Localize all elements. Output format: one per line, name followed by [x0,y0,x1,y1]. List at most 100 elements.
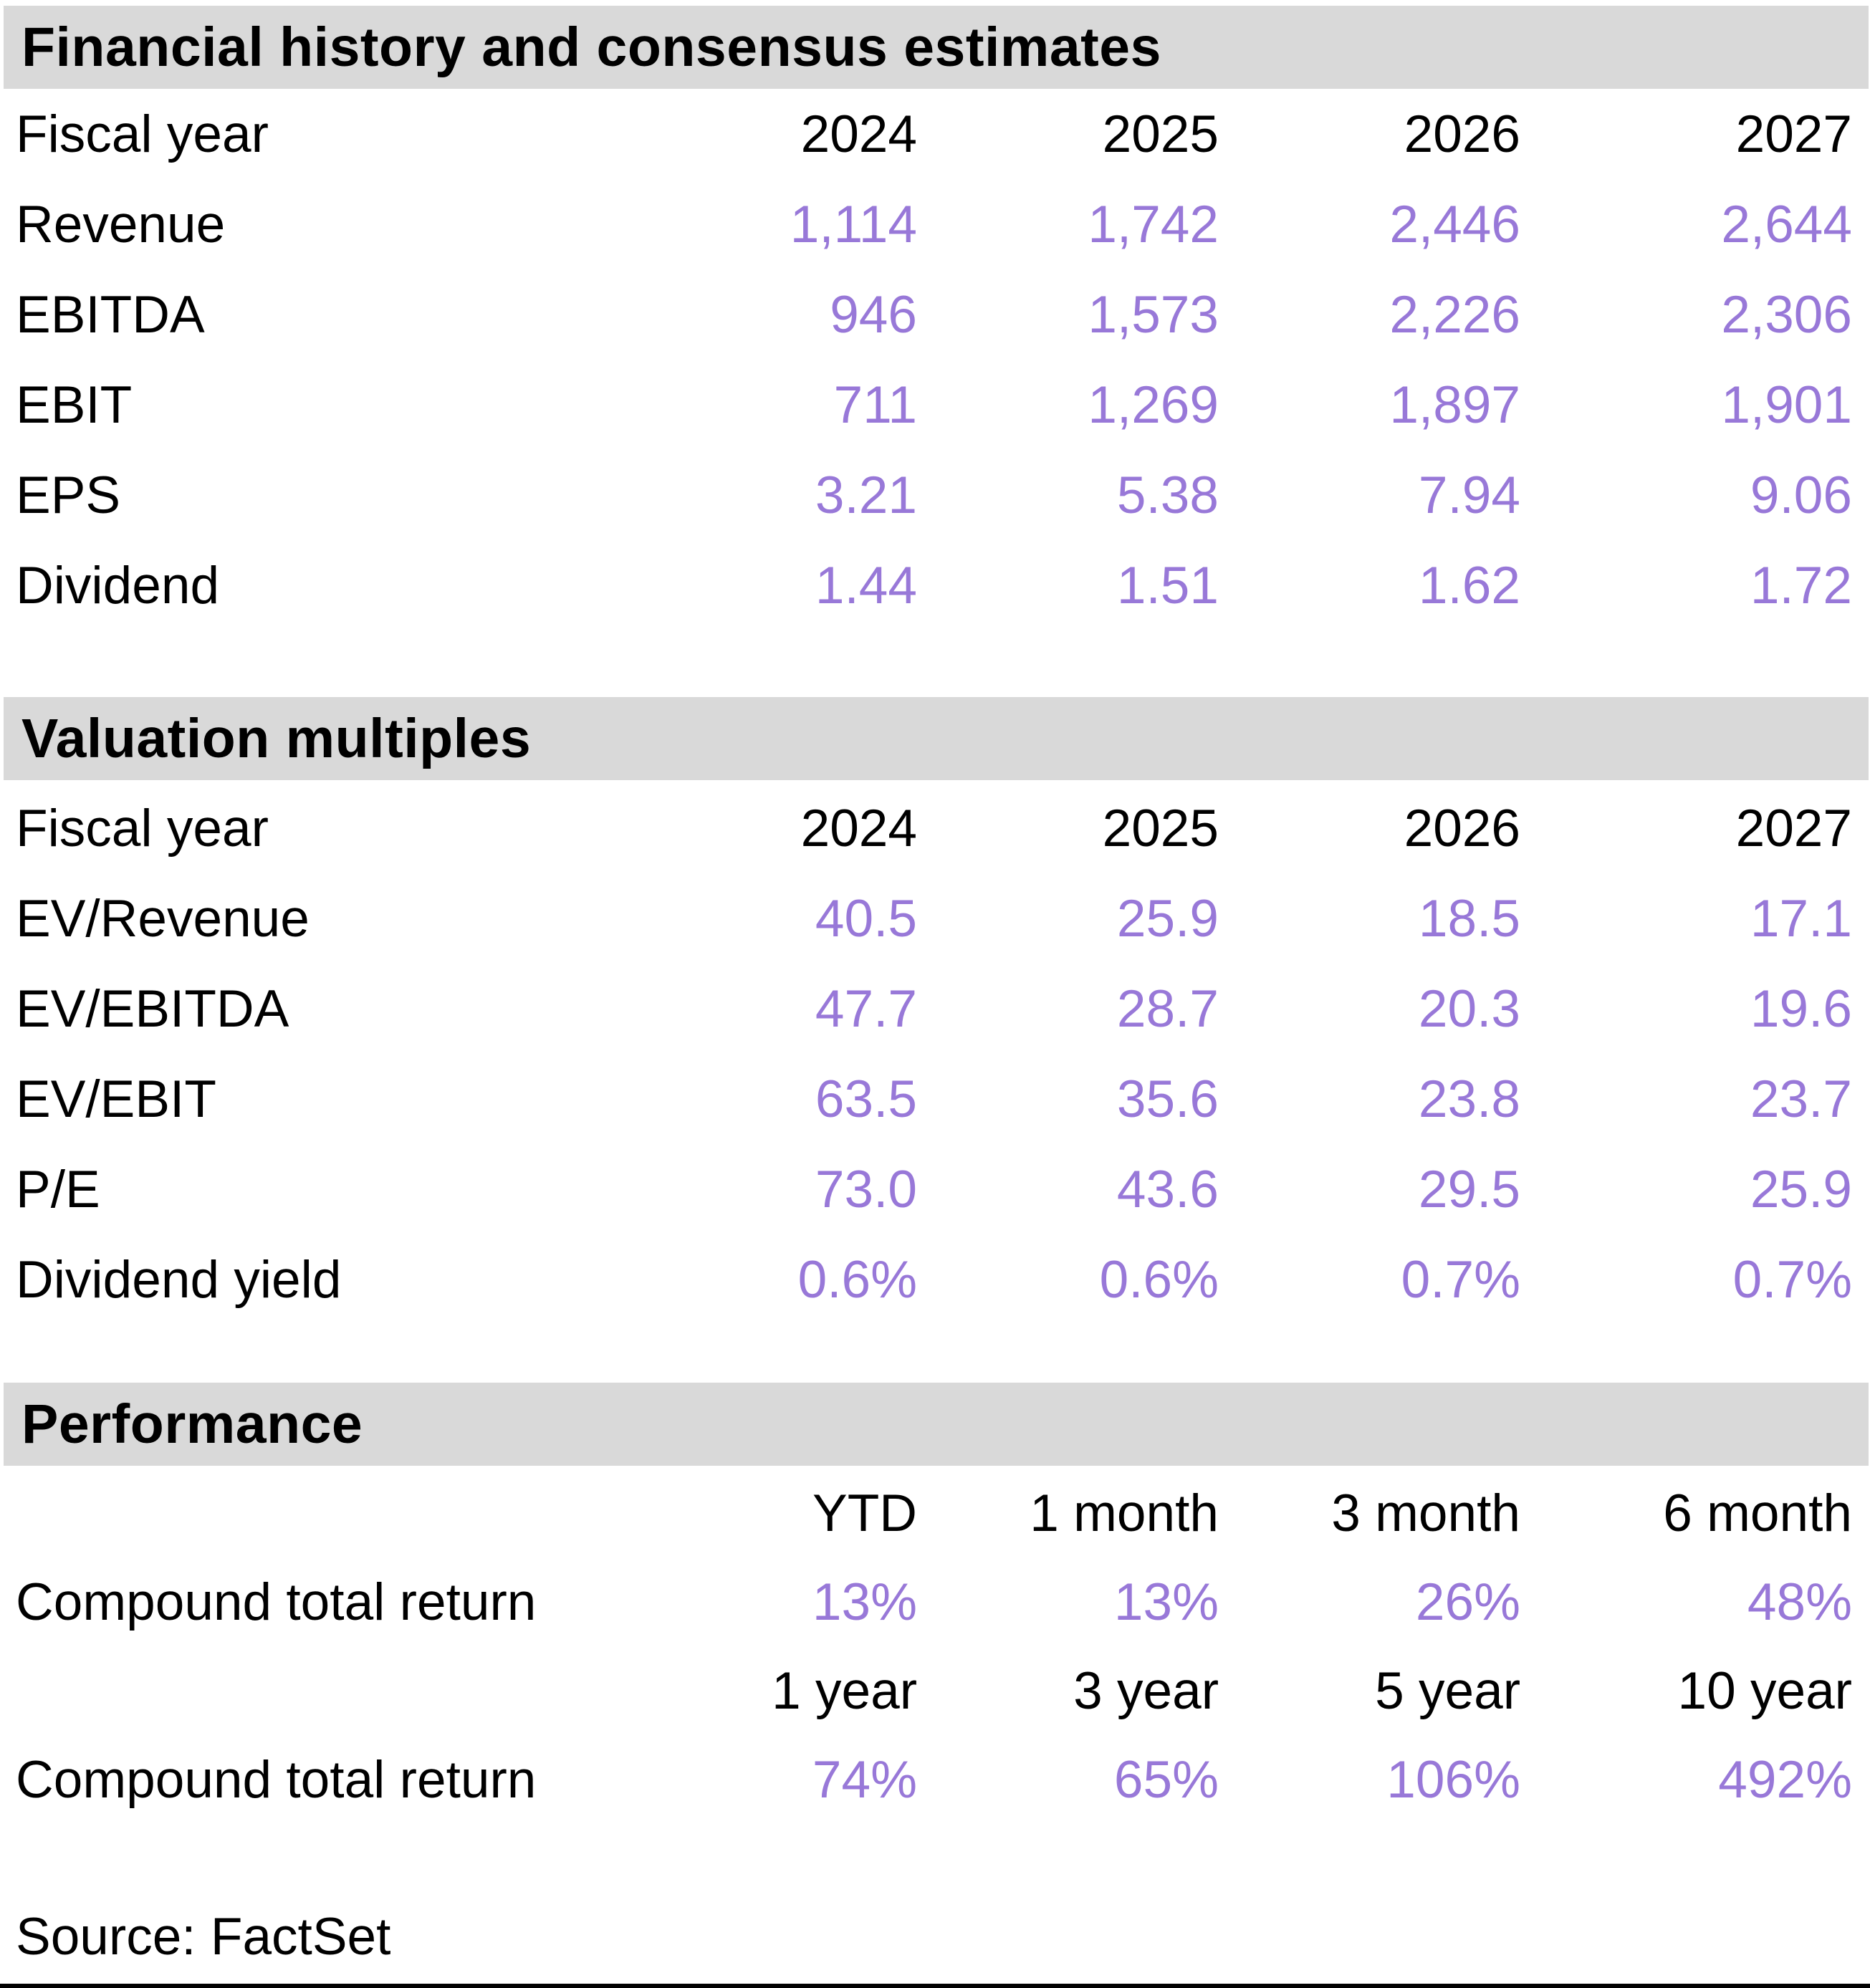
table-row-pe: P/E 73.0 43.6 29.5 25.9 [0,1144,1870,1234]
section-header-financial-history: Financial history and consensus estimate… [4,6,1869,89]
cell-value: 17.1 [1750,889,1852,948]
cell-value: 43.6 [1116,1160,1219,1219]
period-column-header: 3 month [1331,1484,1520,1542]
financial-history-table: Fiscal year 2024 2025 2026 2027 Revenue … [0,89,1870,630]
table-row-ebitda: EBITDA 946 1,573 2,226 2,306 [0,269,1870,360]
table-row-revenue: Revenue 1,114 1,742 2,446 2,644 [0,179,1870,269]
cell-value: 29.5 [1418,1160,1520,1219]
cell-value: 19.6 [1750,979,1852,1038]
cell-value: 0.6% [1099,1250,1219,1309]
period-column-header: 6 month [1663,1484,1852,1542]
cell-value: 13% [812,1572,917,1631]
table-row-dividend-yield: Dividend yield 0.6% 0.6% 0.7% 0.7% [0,1234,1870,1325]
table-header-row: Fiscal year 2024 2025 2026 2027 [0,783,1870,873]
cell-value: 9.06 [1750,466,1852,524]
cell-value: 2,644 [1721,195,1852,254]
cell-value: 7.94 [1418,466,1520,524]
cell-value: 25.9 [1750,1160,1852,1219]
section-title: Performance [21,1393,363,1455]
row-label: Dividend [16,556,220,615]
period-column-header: YTD [812,1484,917,1542]
period-column-header: 3 year [1073,1661,1219,1720]
cell-value: 1.51 [1116,556,1219,615]
cell-value: 1,573 [1088,285,1219,344]
period-column-header: 1 year [772,1661,917,1720]
section-title: Financial history and consensus estimate… [21,16,1161,78]
table-header-row-long-periods: 1 year 3 year 5 year 10 year [0,1646,1870,1735]
cell-value: 0.7% [1732,1250,1852,1309]
row-label: Fiscal year [16,799,269,858]
table-row-dividend: Dividend 1.44 1.51 1.62 1.72 [0,540,1870,630]
table-row-ebit: EBIT 711 1,269 1,897 1,901 [0,360,1870,450]
year-column-header: 2026 [1404,799,1520,858]
cell-value: 3.21 [815,466,917,524]
cell-value: 1.72 [1750,556,1852,615]
section-header-performance: Performance [4,1383,1869,1466]
row-label: EV/Revenue [16,889,310,948]
cell-value: 73.0 [815,1160,917,1219]
table-row-compound-total-return-short: Compound total return 13% 13% 26% 48% [0,1557,1870,1646]
year-column-header: 2025 [1102,105,1219,163]
source-attribution: Source: FactSet [0,1891,1870,1982]
cell-value: 1.44 [815,556,917,615]
cell-value: 40.5 [815,889,917,948]
cell-value: 2,306 [1721,285,1852,344]
cell-value: 63.5 [815,1070,917,1128]
cell-value: 1,897 [1389,375,1520,434]
cell-value: 20.3 [1418,979,1520,1038]
year-column-header: 2027 [1735,799,1852,858]
year-column-header: 2025 [1102,799,1219,858]
row-label: Revenue [16,195,226,254]
valuation-multiples-table: Fiscal year 2024 2025 2026 2027 EV/Reven… [0,783,1870,1325]
cell-value: 1,742 [1088,195,1219,254]
row-label: Compound total return [16,1750,537,1809]
row-label: EBIT [16,375,133,434]
cell-value: 1.62 [1418,556,1520,615]
cell-value: 1,269 [1088,375,1219,434]
year-column-header: 2027 [1735,105,1852,163]
cell-value: 65% [1113,1750,1219,1809]
cell-value: 48% [1747,1572,1852,1631]
table-row-ev-ebitda: EV/EBITDA 47.7 28.7 20.3 19.6 [0,964,1870,1054]
cell-value: 47.7 [815,979,917,1038]
period-column-header: 1 month [1030,1484,1219,1542]
cell-value: 74% [812,1750,917,1809]
table-row-ev-ebit: EV/EBIT 63.5 35.6 23.8 23.7 [0,1054,1870,1144]
row-label: Compound total return [16,1572,537,1631]
section-title: Valuation multiples [21,707,532,769]
cell-value: 35.6 [1116,1070,1219,1128]
cell-value: 5.38 [1116,466,1219,524]
year-column-header: 2026 [1404,105,1520,163]
cell-value: 1,901 [1721,375,1852,434]
cell-value: 106% [1386,1750,1520,1809]
cell-value: 1,114 [790,195,917,254]
cell-value: 2,446 [1389,195,1520,254]
table-row-eps: EPS 3.21 5.38 7.94 9.06 [0,450,1870,540]
table-header-row-short-periods: YTD 1 month 3 month 6 month [0,1469,1870,1557]
cell-value: 18.5 [1418,889,1520,948]
source-text: Source: FactSet [16,1907,391,1966]
year-column-header: 2024 [800,105,917,163]
cell-value: 28.7 [1116,979,1219,1038]
performance-table: YTD 1 month 3 month 6 month Compound tot… [0,1469,1870,1824]
section-header-valuation-multiples: Valuation multiples [4,697,1869,780]
row-label: P/E [16,1160,100,1219]
cell-value: 23.7 [1750,1070,1852,1128]
table-row-ev-revenue: EV/Revenue 40.5 25.9 18.5 17.1 [0,873,1870,964]
row-label: EPS [16,466,121,524]
bottom-divider-line [0,1984,1870,1988]
table-row-compound-total-return-long: Compound total return 74% 65% 106% 492% [0,1735,1870,1824]
period-column-header: 5 year [1375,1661,1520,1720]
cell-value: 23.8 [1418,1070,1520,1128]
row-label: Dividend yield [16,1250,342,1309]
cell-value: 492% [1718,1750,1852,1809]
table-header-row: Fiscal year 2024 2025 2026 2027 [0,89,1870,179]
row-label: EV/EBITDA [16,979,289,1038]
cell-value: 26% [1415,1572,1520,1631]
row-label: Fiscal year [16,105,269,163]
cell-value: 946 [830,285,917,344]
row-label: EBITDA [16,285,205,344]
cell-value: 711 [833,375,917,434]
cell-value: 13% [1113,1572,1219,1631]
year-column-header: 2024 [800,799,917,858]
